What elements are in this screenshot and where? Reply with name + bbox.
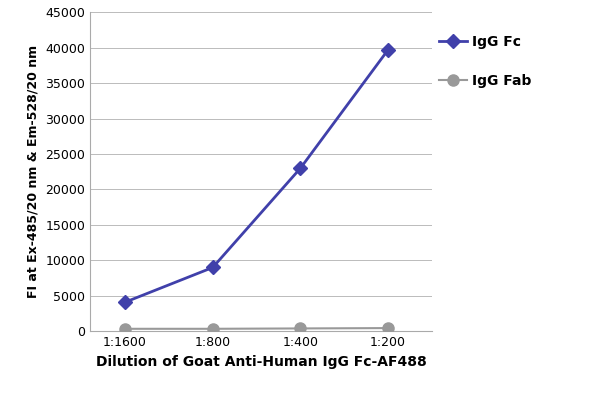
IgG Fab xyxy=(385,326,392,330)
Line: IgG Fab: IgG Fab xyxy=(119,322,394,335)
IgG Fab xyxy=(297,326,304,331)
IgG Fab xyxy=(209,326,217,331)
IgG Fc xyxy=(297,166,304,170)
IgG Fc xyxy=(121,300,128,305)
IgG Fc xyxy=(385,47,392,52)
X-axis label: Dilution of Goat Anti-Human IgG Fc-AF488: Dilution of Goat Anti-Human IgG Fc-AF488 xyxy=(95,355,427,369)
IgG Fc xyxy=(209,265,217,270)
Line: IgG Fc: IgG Fc xyxy=(120,45,393,307)
Y-axis label: FI at Ex-485/20 nm & Em-528/20 nm: FI at Ex-485/20 nm & Em-528/20 nm xyxy=(27,45,40,298)
IgG Fab xyxy=(121,326,128,331)
Legend: IgG Fc, IgG Fab: IgG Fc, IgG Fab xyxy=(439,35,532,88)
